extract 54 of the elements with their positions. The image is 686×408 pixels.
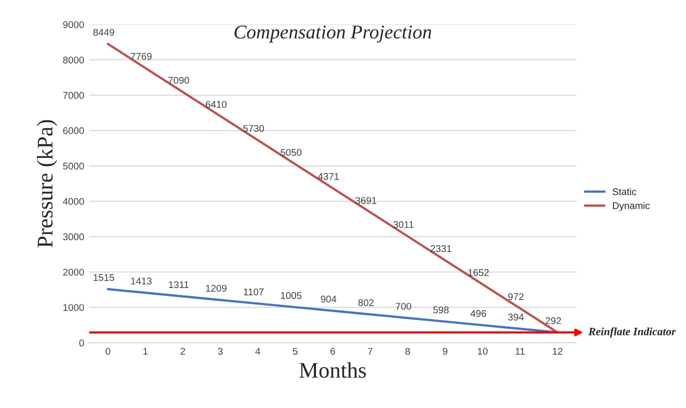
- y-tick-label: 7000: [63, 92, 84, 99]
- data-label: 3011: [393, 221, 414, 228]
- x-tick-label: 2: [180, 348, 186, 355]
- data-label: 5730: [243, 124, 264, 132]
- data-label: 7769: [130, 52, 152, 60]
- data-label: 5050: [280, 149, 302, 156]
- data-label: 292: [546, 317, 561, 324]
- ref-line-label: Reinflate Indicator: [588, 327, 676, 338]
- data-label: 7090: [168, 76, 190, 84]
- y-tick-label: 9000: [63, 21, 84, 28]
- data-label: 394: [508, 314, 524, 321]
- x-tick-label: 6: [330, 348, 335, 355]
- x-tick-label: 0: [106, 348, 110, 355]
- x-tick-label: 7: [368, 348, 372, 355]
- y-axis-title: Pressure (kPa): [36, 120, 58, 248]
- data-label: 1311: [168, 281, 189, 288]
- data-label: 1515: [94, 274, 114, 281]
- x-tick-label: 1: [143, 348, 148, 355]
- data-label: 496: [470, 310, 486, 317]
- data-label: 6410: [206, 100, 227, 108]
- y-tick-label: 1000: [63, 304, 84, 311]
- data-label: 802: [358, 299, 374, 306]
- data-label: 1107: [244, 288, 264, 296]
- x-tick-label: 8: [405, 348, 410, 355]
- data-label: 972: [508, 293, 524, 300]
- data-label: 3691: [356, 197, 376, 204]
- chart-title: Compensation Projection: [234, 26, 432, 43]
- y-tick-label: 8000: [63, 56, 84, 64]
- data-label: 8449: [93, 28, 114, 36]
- legend-label: Dynamic: [613, 202, 650, 212]
- y-tick-label: 2000: [63, 268, 84, 276]
- y-tick-label: 4000: [62, 198, 84, 205]
- x-tick-label: 9: [442, 348, 448, 355]
- legend-label: Static: [612, 188, 636, 196]
- x-tick-label: 5: [292, 348, 298, 355]
- y-tick-label: 6000: [63, 127, 84, 134]
- data-label: 1005: [281, 292, 302, 299]
- data-label: 700: [396, 302, 412, 310]
- data-label: 4371: [318, 173, 339, 180]
- x-tick-label: 3: [218, 348, 223, 355]
- data-label: 2331: [430, 245, 452, 252]
- x-tick-label: 12: [552, 348, 562, 355]
- data-label: 904: [320, 296, 336, 303]
- data-label: 1209: [206, 284, 226, 292]
- data-label: 1413: [131, 278, 152, 285]
- y-tick-label: 3000: [63, 233, 84, 240]
- x-tick-label: 4: [255, 348, 260, 355]
- y-tick-label: 5000: [63, 162, 84, 170]
- y-tick-label: 0: [79, 339, 84, 346]
- data-label: 598: [433, 306, 449, 314]
- x-tick-label: 11: [516, 348, 525, 355]
- data-label: 1652: [468, 269, 489, 276]
- x-axis-title: Months: [299, 362, 366, 378]
- x-tick-label: 10: [478, 348, 488, 355]
